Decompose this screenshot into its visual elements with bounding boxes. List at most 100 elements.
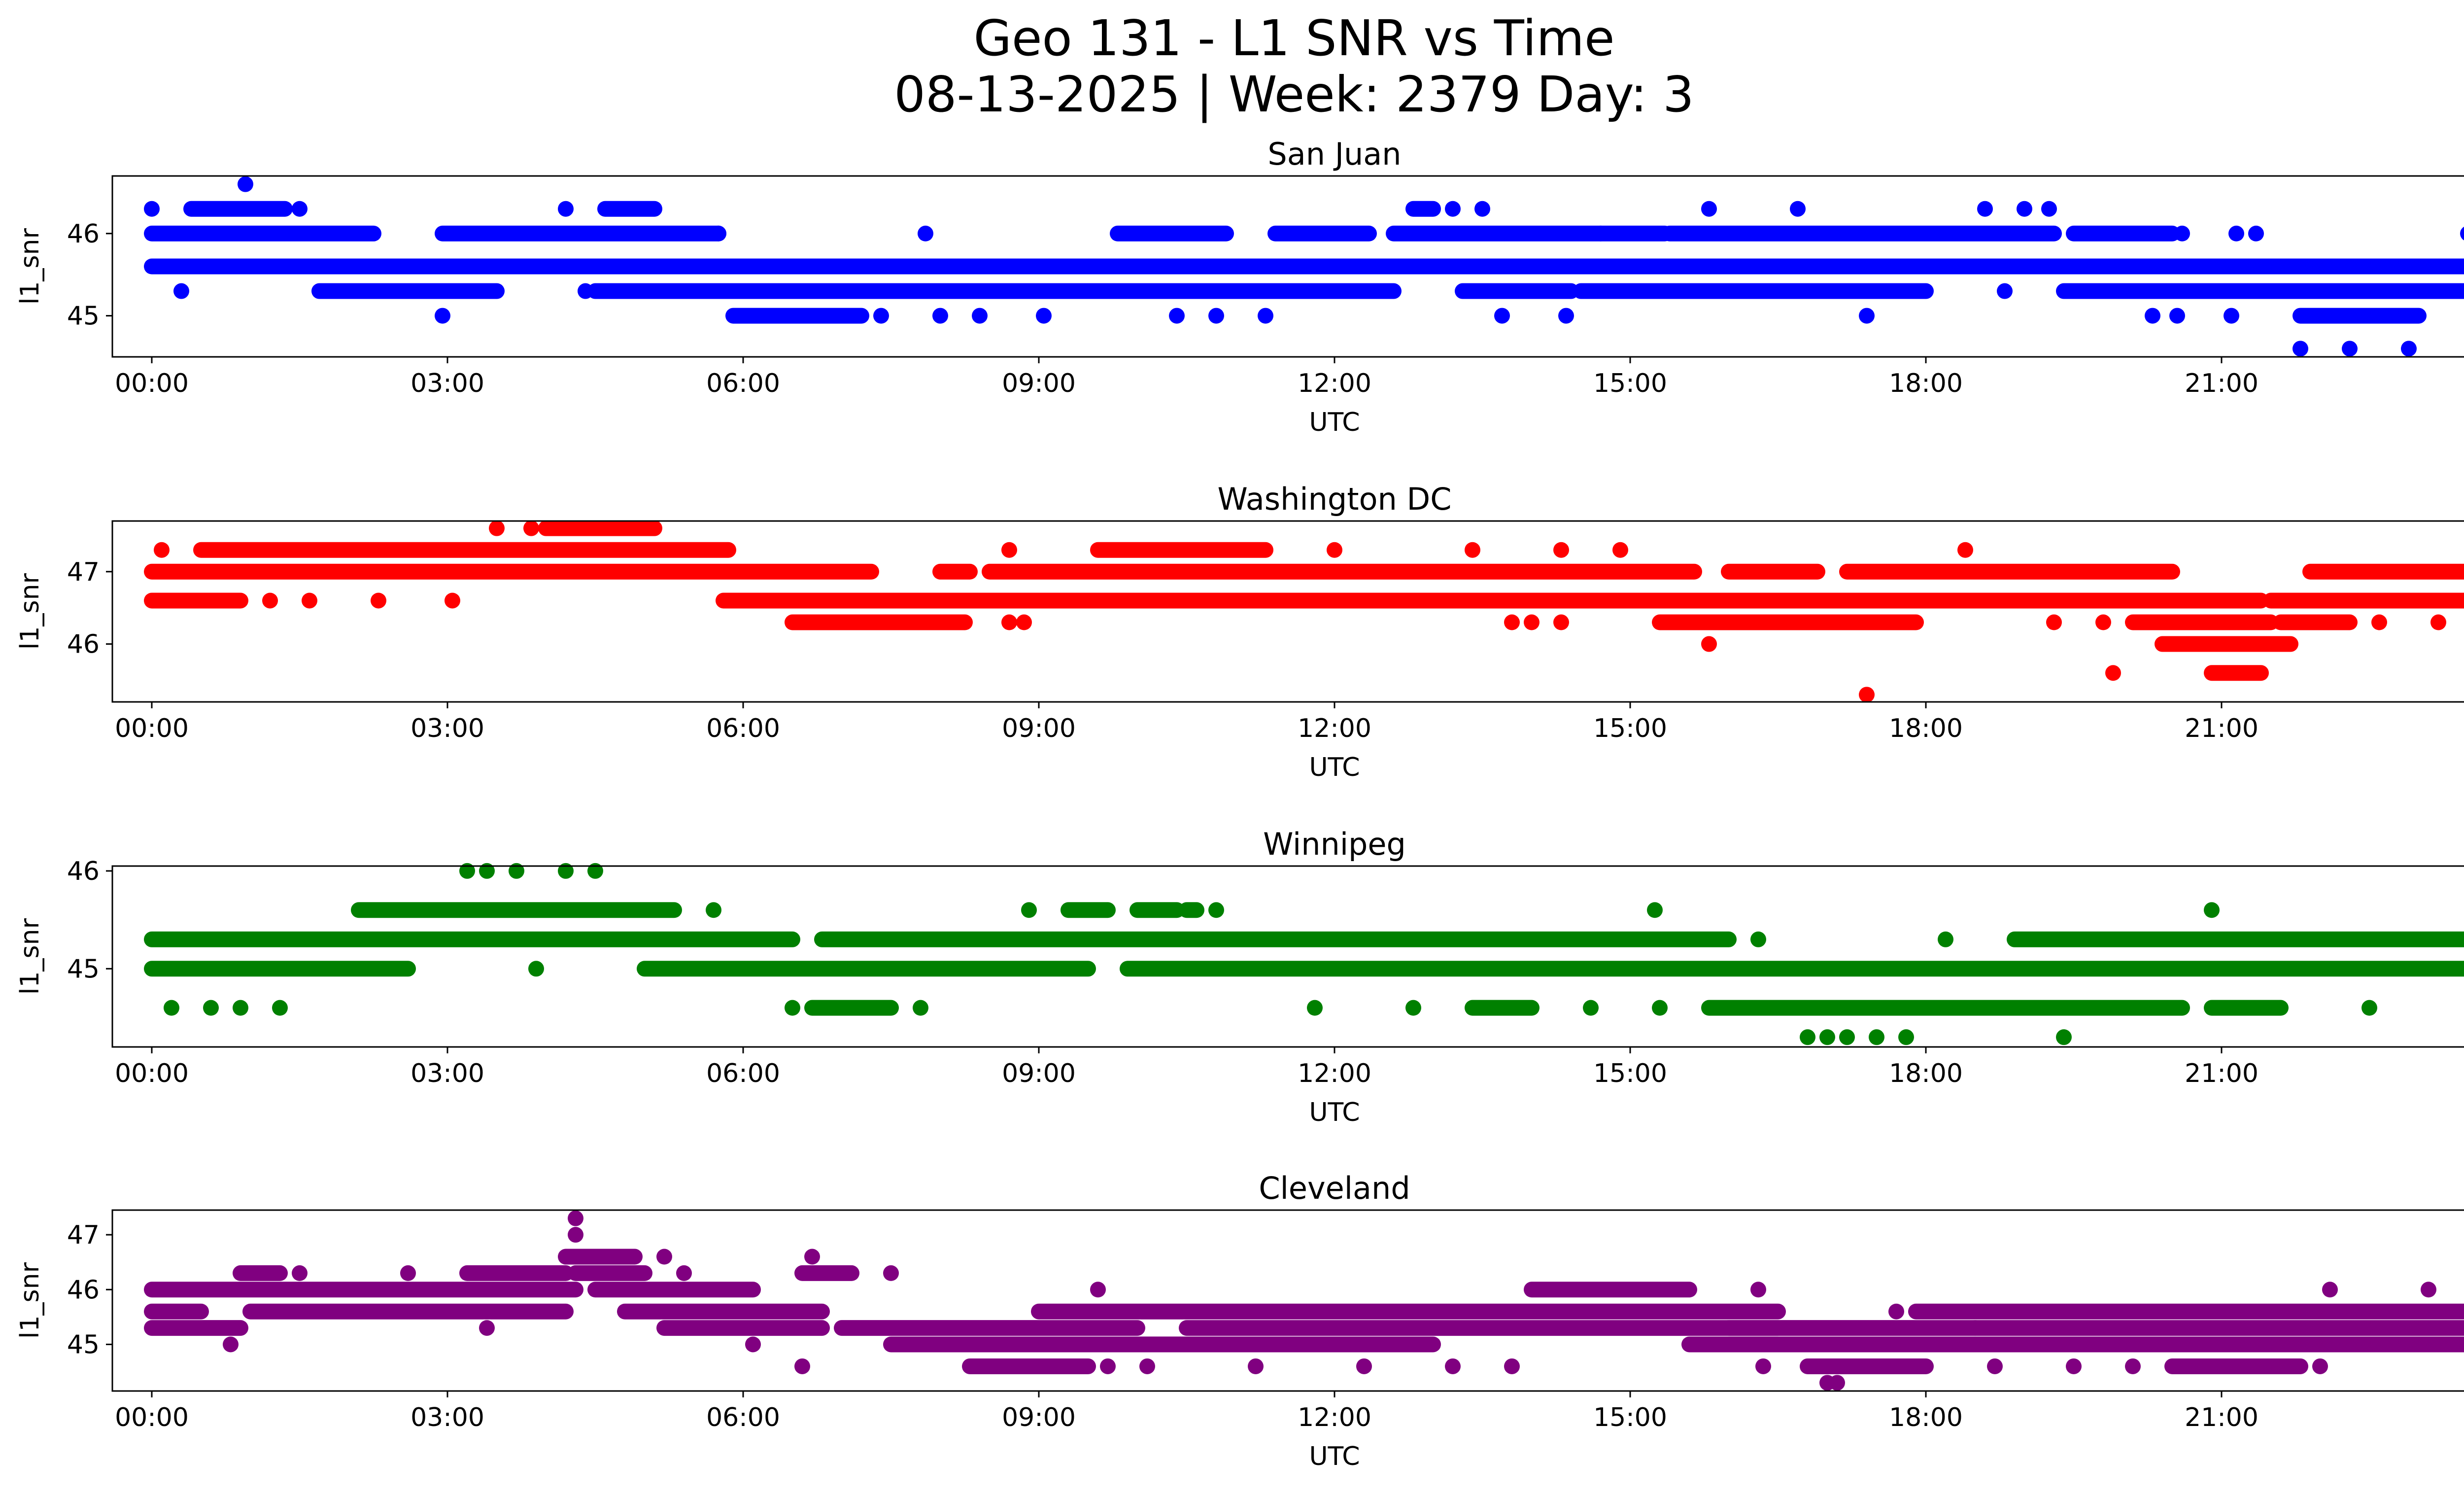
x-tick-label: 09:00 — [1002, 714, 1076, 743]
y-tick-label: 46 — [67, 857, 100, 886]
data-point — [2342, 341, 2358, 356]
data-point — [2401, 341, 2417, 356]
data-point-run — [144, 932, 800, 947]
data-point-run — [1573, 283, 1934, 299]
data-point — [2228, 226, 2244, 242]
data-point — [1169, 308, 1185, 324]
y-axis-label: l1_snr — [15, 228, 45, 305]
data-point-run — [1662, 226, 2062, 242]
x-tick-label: 06:00 — [706, 369, 780, 398]
data-point — [203, 1000, 219, 1016]
y-axis-label: l1_snr — [15, 573, 45, 650]
data-point-run — [1061, 902, 1116, 918]
data-point — [371, 592, 386, 608]
data-point-run — [233, 1265, 288, 1281]
x-tick-label: 06:00 — [706, 1059, 780, 1088]
data-point — [1987, 1358, 2003, 1374]
data-point-run — [351, 902, 682, 918]
data-point-run — [2164, 1358, 2308, 1374]
data-point-run — [932, 564, 978, 580]
data-point — [1869, 1029, 1884, 1045]
data-point — [913, 1000, 928, 1016]
data-point-run — [311, 283, 505, 299]
data-point — [1647, 902, 1663, 918]
y-tick-label: 45 — [67, 302, 100, 331]
data-point-run — [435, 226, 726, 242]
data-point-run — [716, 592, 1224, 608]
data-point-run — [804, 1000, 899, 1016]
data-point — [2322, 1282, 2338, 1297]
data-point — [1750, 1282, 1766, 1297]
x-tick-label: 18:00 — [1889, 1403, 1963, 1432]
data-point-run — [1267, 226, 1377, 242]
data-point — [1016, 615, 1032, 630]
data-point — [1356, 1358, 1372, 1374]
data-point-run — [656, 1320, 830, 1336]
data-point-run — [242, 1304, 574, 1320]
data-point-run — [144, 226, 381, 242]
data-point — [745, 1336, 761, 1352]
data-point — [2224, 308, 2239, 324]
data-point — [1021, 902, 1037, 918]
x-tick-label: 00:00 — [115, 369, 189, 398]
data-point-run — [2056, 283, 2464, 299]
data-point-run — [144, 1320, 248, 1336]
data-point — [1258, 308, 1273, 324]
data-point — [1248, 1358, 1264, 1374]
data-point — [676, 1265, 692, 1281]
data-point — [2430, 615, 2446, 630]
y-tick-label: 45 — [67, 1330, 100, 1359]
x-tick-label: 18:00 — [1889, 1059, 1963, 1088]
data-point-run — [1839, 564, 2180, 580]
data-point — [1001, 542, 1017, 558]
data-point — [164, 1000, 179, 1016]
data-point-run — [1080, 1336, 1441, 1352]
data-point — [1800, 1029, 1815, 1045]
data-point-run — [1721, 564, 1825, 580]
x-tick-label: 15:00 — [1593, 1403, 1667, 1432]
data-point — [932, 308, 948, 324]
data-point-run — [1386, 226, 1608, 242]
data-point-run — [1090, 542, 1273, 558]
data-point — [1558, 308, 1574, 324]
data-point-run — [1652, 615, 1924, 630]
data-point-run — [144, 1282, 583, 1297]
data-point — [2095, 615, 2111, 630]
data-point-run — [1908, 1304, 2464, 1320]
data-point — [223, 1336, 239, 1352]
subplot-title: San Juan — [1267, 136, 1401, 172]
data-point — [711, 226, 726, 242]
data-point-run — [558, 1249, 643, 1265]
subplot-title: Washington DC — [1217, 481, 1451, 517]
x-tick-label: 06:00 — [706, 714, 780, 743]
data-point — [479, 1320, 495, 1336]
x-tick-label: 18:00 — [1889, 714, 1963, 743]
data-point-run — [2125, 615, 2279, 630]
data-point — [1790, 201, 1806, 217]
data-point — [1553, 615, 1569, 630]
data-point-run — [883, 1336, 1096, 1352]
data-point-run — [144, 961, 416, 976]
x-tick-label: 12:00 — [1298, 714, 1371, 743]
data-point — [1405, 1000, 1421, 1016]
data-point-run — [1031, 1304, 1786, 1320]
data-point-run — [725, 283, 1313, 299]
data-point — [873, 308, 889, 324]
x-tick-label: 15:00 — [1593, 714, 1667, 743]
y-tick-label: 46 — [67, 630, 100, 660]
data-point-run — [1208, 592, 2269, 608]
data-point-run — [2273, 615, 2358, 630]
data-point-run — [144, 1304, 209, 1320]
data-point — [1829, 1375, 1845, 1391]
data-point — [2174, 226, 2190, 242]
data-point-run — [814, 932, 1737, 947]
data-point-run — [568, 1265, 652, 1281]
data-point — [2248, 226, 2264, 242]
data-point — [292, 201, 308, 217]
data-point — [656, 1249, 672, 1265]
data-point — [794, 1358, 810, 1374]
subplot-title: Cleveland — [1259, 1170, 1410, 1206]
data-point — [1445, 201, 1461, 217]
data-point — [1504, 615, 1520, 630]
data-point — [1208, 308, 1224, 324]
